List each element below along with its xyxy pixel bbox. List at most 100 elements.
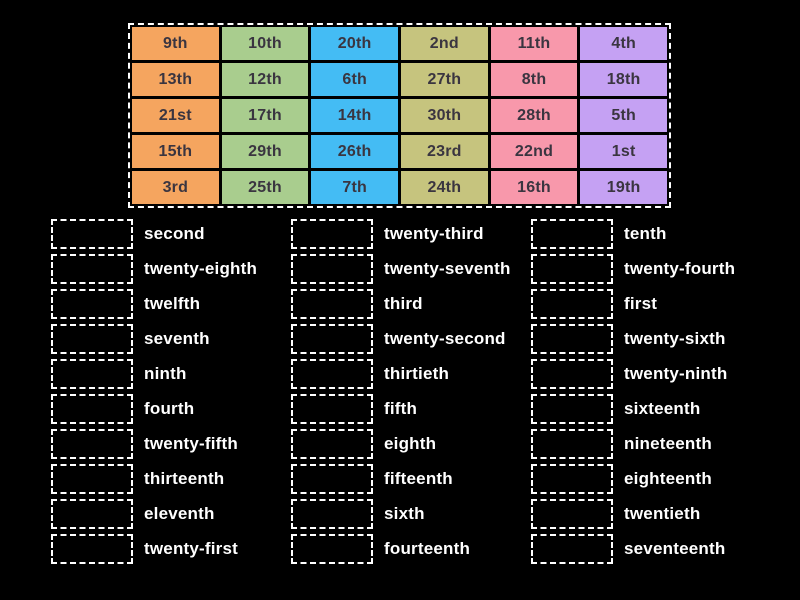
word-label: first bbox=[624, 294, 658, 313]
match-row: first bbox=[531, 289, 771, 319]
word-label: thirteenth bbox=[144, 469, 225, 488]
drop-target[interactable] bbox=[531, 499, 613, 529]
drop-target[interactable] bbox=[531, 359, 613, 389]
word-label: twenty-seventh bbox=[384, 259, 511, 278]
word-label: eighth bbox=[384, 434, 437, 453]
drop-target[interactable] bbox=[531, 254, 613, 284]
number-tile[interactable]: 24th bbox=[400, 171, 488, 204]
number-tile[interactable]: 2nd bbox=[400, 27, 488, 60]
drop-target[interactable] bbox=[51, 219, 133, 249]
number-tile[interactable]: 10th bbox=[221, 27, 309, 60]
match-row: eighth bbox=[291, 429, 531, 459]
word-label: twenty-third bbox=[384, 224, 484, 243]
match-row: twenty-first bbox=[51, 534, 291, 564]
drop-target[interactable] bbox=[291, 289, 373, 319]
number-tile[interactable]: 21st bbox=[132, 99, 219, 132]
word-label: twenty-first bbox=[144, 539, 239, 558]
word-label: sixteenth bbox=[624, 399, 701, 418]
drop-target[interactable] bbox=[291, 499, 373, 529]
match-row: twenty-sixth bbox=[531, 324, 771, 354]
match-row: seventh bbox=[51, 324, 291, 354]
drop-target[interactable] bbox=[51, 429, 133, 459]
word-label: twenty-eighth bbox=[144, 259, 258, 278]
drop-target[interactable] bbox=[291, 464, 373, 494]
match-row: sixth bbox=[291, 499, 531, 529]
match-row: fourth bbox=[51, 394, 291, 424]
match-row: twelfth bbox=[51, 289, 291, 319]
number-tile[interactable]: 13th bbox=[132, 63, 219, 96]
number-tile[interactable]: 23rd bbox=[400, 135, 488, 168]
match-row: twenty-fourth bbox=[531, 254, 771, 284]
number-tile[interactable]: 9th bbox=[132, 27, 219, 60]
number-tile[interactable]: 15th bbox=[132, 135, 219, 168]
number-tile[interactable]: 6th bbox=[311, 63, 398, 96]
drop-target[interactable] bbox=[531, 289, 613, 319]
number-tile[interactable]: 27th bbox=[400, 63, 488, 96]
number-tile[interactable]: 28th bbox=[490, 99, 578, 132]
match-row: fifteenth bbox=[291, 464, 531, 494]
number-tile[interactable]: 4th bbox=[580, 27, 667, 60]
number-tile[interactable]: 17th bbox=[221, 99, 309, 132]
match-row: sixteenth bbox=[531, 394, 771, 424]
number-tile[interactable]: 26th bbox=[311, 135, 398, 168]
number-tile[interactable]: 14th bbox=[311, 99, 398, 132]
drop-target[interactable] bbox=[531, 534, 613, 564]
drop-target[interactable] bbox=[291, 254, 373, 284]
number-tile[interactable]: 3rd bbox=[132, 171, 219, 204]
drop-target[interactable] bbox=[51, 394, 133, 424]
drop-target[interactable] bbox=[51, 289, 133, 319]
match-row: eleventh bbox=[51, 499, 291, 529]
match-row: twentieth bbox=[531, 499, 771, 529]
number-tile[interactable]: 20th bbox=[311, 27, 398, 60]
match-row: nineteenth bbox=[531, 429, 771, 459]
drop-target[interactable] bbox=[531, 429, 613, 459]
drop-target[interactable] bbox=[51, 254, 133, 284]
match-row: tenth bbox=[531, 219, 771, 249]
drop-target[interactable] bbox=[291, 394, 373, 424]
number-tile[interactable]: 18th bbox=[580, 63, 667, 96]
drop-target[interactable] bbox=[531, 219, 613, 249]
number-tile[interactable]: 5th bbox=[580, 99, 667, 132]
drop-target[interactable] bbox=[51, 359, 133, 389]
match-row: third bbox=[291, 289, 531, 319]
word-label: twentieth bbox=[624, 504, 701, 523]
match-row: thirtieth bbox=[291, 359, 531, 389]
drop-target[interactable] bbox=[51, 534, 133, 564]
number-tile[interactable]: 12th bbox=[221, 63, 309, 96]
word-label: twelfth bbox=[144, 294, 201, 313]
drop-target[interactable] bbox=[291, 429, 373, 459]
match-row: fourteenth bbox=[291, 534, 531, 564]
number-tile[interactable]: 7th bbox=[311, 171, 398, 204]
drop-target[interactable] bbox=[51, 324, 133, 354]
word-label: nineteenth bbox=[624, 434, 712, 453]
match-row: seventeenth bbox=[531, 534, 771, 564]
drop-target[interactable] bbox=[291, 359, 373, 389]
number-tile[interactable]: 30th bbox=[400, 99, 488, 132]
match-row: twenty-third bbox=[291, 219, 531, 249]
drop-target[interactable] bbox=[291, 324, 373, 354]
drop-target[interactable] bbox=[51, 464, 133, 494]
match-row: twenty-second bbox=[291, 324, 531, 354]
word-label: third bbox=[384, 294, 423, 313]
drop-target[interactable] bbox=[531, 394, 613, 424]
number-tile[interactable]: 8th bbox=[490, 63, 578, 96]
word-label: twenty-second bbox=[384, 329, 506, 348]
drop-target[interactable] bbox=[531, 324, 613, 354]
number-tile[interactable]: 22nd bbox=[490, 135, 578, 168]
drop-target[interactable] bbox=[291, 219, 373, 249]
word-label: ninth bbox=[144, 364, 187, 383]
number-tile[interactable]: 1st bbox=[580, 135, 667, 168]
drop-target[interactable] bbox=[51, 499, 133, 529]
match-row: eighteenth bbox=[531, 464, 771, 494]
number-tile[interactable]: 11th bbox=[490, 27, 578, 60]
word-label: twenty-fifth bbox=[144, 434, 238, 453]
word-label: twenty-fourth bbox=[624, 259, 736, 278]
drop-target[interactable] bbox=[531, 464, 613, 494]
number-tile[interactable]: 25th bbox=[221, 171, 309, 204]
number-tile[interactable]: 29th bbox=[221, 135, 309, 168]
word-column-right: tenth twenty-fourth first twenty-sixth twent… bbox=[531, 219, 771, 569]
drop-target[interactable] bbox=[291, 534, 373, 564]
word-label: thirtieth bbox=[384, 364, 450, 383]
number-tile[interactable]: 16th bbox=[490, 171, 578, 204]
number-tile[interactable]: 19th bbox=[580, 171, 667, 204]
